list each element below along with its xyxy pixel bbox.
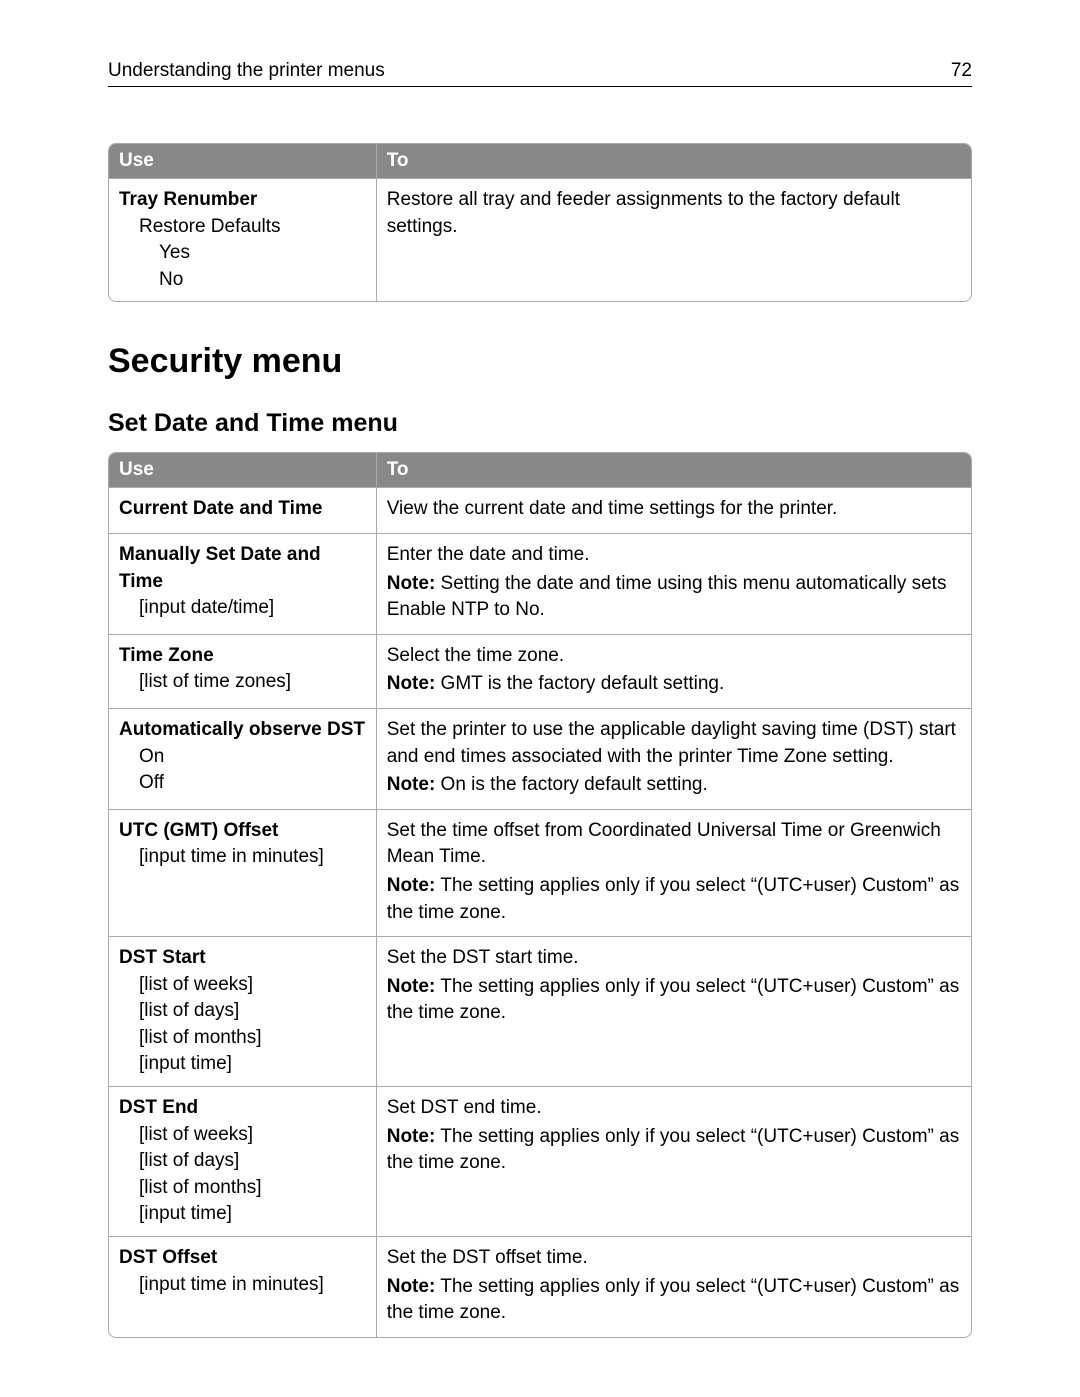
table-row: DST Start [list of weeks] [list of days]… [109, 937, 971, 1087]
menu-item-sub: [input time] [119, 1051, 366, 1078]
note-text: Note: Setting the date and time using th… [387, 571, 961, 624]
menu-item-sub: [input time in minutes] [119, 1272, 366, 1299]
table-row: UTC (GMT) Offset [input time in minutes]… [109, 809, 971, 936]
note-text: Note: GMT is the factory default setting… [387, 671, 961, 698]
description-text: View the current date and time settings … [387, 496, 961, 523]
description-text: Set the DST start time. [387, 945, 961, 972]
note-body: The setting applies only if you select “… [387, 875, 960, 923]
menu-item-sub: [list of months] [119, 1025, 366, 1052]
note-text: Note: On is the factory default setting. [387, 772, 961, 799]
description-text: Set the printer to use the applicable da… [387, 717, 961, 770]
to-cell: Set the DST start time. Note: The settin… [376, 937, 971, 1087]
table-row: DST End [list of weeks] [list of days] [… [109, 1087, 971, 1237]
use-cell: Manually Set Date and Time [input date/t… [109, 533, 376, 634]
use-cell: Current Date and Time [109, 488, 376, 534]
description-text: Set DST end time. [387, 1095, 961, 1122]
menu-item-sub: [input time] [119, 1201, 366, 1228]
note-label: Note: [387, 875, 436, 896]
note-label: Note: [387, 573, 436, 594]
table-row: Manually Set Date and Time [input date/t… [109, 533, 971, 634]
use-cell: DST Offset [input time in minutes] [109, 1237, 376, 1337]
menu-item-sub: [list of days] [119, 998, 366, 1025]
note-text: Note: The setting applies only if you se… [387, 1124, 961, 1177]
to-cell: Set the DST offset time. Note: The setti… [376, 1237, 971, 1337]
menu-item-title: Manually Set Date and Time [119, 542, 366, 595]
menu-item-title: DST End [119, 1095, 366, 1122]
tray-renumber-table: Use To Tray Renumber Restore Defaults Ye… [108, 143, 972, 302]
note-text: Note: The setting applies only if you se… [387, 873, 961, 926]
note-body: The setting applies only if you select “… [387, 1276, 960, 1324]
note-label: Note: [387, 976, 436, 997]
header-title: Understanding the printer menus [108, 60, 385, 82]
table-row: Current Date and Time View the current d… [109, 488, 971, 534]
menu-item-sub: [input time in minutes] [119, 844, 366, 871]
table-row: Time Zone [list of time zones] Select th… [109, 634, 971, 708]
note-body: GMT is the factory default setting. [435, 673, 724, 694]
menu-item-option: On [119, 744, 366, 771]
note-label: Note: [387, 1276, 436, 1297]
col-to-header: To [376, 144, 971, 179]
to-cell: View the current date and time settings … [376, 488, 971, 534]
menu-item-sub: [list of days] [119, 1148, 366, 1175]
to-cell: Restore all tray and feeder assignments … [376, 179, 971, 302]
menu-item-title: Time Zone [119, 643, 366, 670]
menu-item-sub: [list of months] [119, 1175, 366, 1202]
to-cell: Select the time zone. Note: GMT is the f… [376, 634, 971, 708]
menu-item-title: Automatically observe DST [119, 717, 366, 744]
use-cell: Tray Renumber Restore Defaults Yes No [109, 179, 376, 302]
use-cell: UTC (GMT) Offset [input time in minutes] [109, 809, 376, 936]
set-date-time-heading: Set Date and Time menu [108, 409, 972, 438]
date-time-table: Use To Current Date and Time View the cu… [108, 452, 972, 1337]
note-label: Note: [387, 673, 436, 694]
menu-item-option: No [119, 267, 366, 294]
table-row: Tray Renumber Restore Defaults Yes No Re… [109, 179, 971, 302]
description-text: Select the time zone. [387, 643, 961, 670]
menu-item-title: Tray Renumber [119, 187, 366, 214]
note-label: Note: [387, 774, 436, 795]
description-text: Enter the date and time. [387, 542, 961, 569]
col-use-header: Use [109, 144, 376, 179]
col-to-header: To [376, 453, 971, 488]
use-cell: Time Zone [list of time zones] [109, 634, 376, 708]
menu-item-sub: [list of time zones] [119, 669, 366, 696]
menu-item-option: Yes [119, 240, 366, 267]
security-menu-heading: Security menu [108, 342, 972, 381]
menu-item-title: Current Date and Time [119, 496, 366, 523]
note-text: Note: The setting applies only if you se… [387, 1274, 961, 1327]
note-text: Note: The setting applies only if you se… [387, 974, 961, 1027]
use-cell: DST Start [list of weeks] [list of days]… [109, 937, 376, 1087]
description-text: Restore all tray and feeder assignments … [387, 187, 961, 240]
col-use-header: Use [109, 453, 376, 488]
note-body: The setting applies only if you select “… [387, 976, 960, 1024]
menu-item-title: DST Offset [119, 1245, 366, 1272]
use-cell: DST End [list of weeks] [list of days] [… [109, 1087, 376, 1237]
description-text: Set the time offset from Coordinated Uni… [387, 818, 961, 871]
menu-item-title: DST Start [119, 945, 366, 972]
note-body: Setting the date and time using this men… [387, 573, 947, 621]
menu-item-sub: Restore Defaults [119, 214, 366, 241]
table-row: DST Offset [input time in minutes] Set t… [109, 1237, 971, 1337]
page-number: 72 [951, 60, 972, 82]
to-cell: Set the printer to use the applicable da… [376, 708, 971, 809]
use-cell: Automatically observe DST On Off [109, 708, 376, 809]
menu-item-title: UTC (GMT) Offset [119, 818, 366, 845]
to-cell: Set DST end time. Note: The setting appl… [376, 1087, 971, 1237]
menu-item-sub: [list of weeks] [119, 972, 366, 999]
note-body: The setting applies only if you select “… [387, 1126, 960, 1174]
note-label: Note: [387, 1126, 436, 1147]
description-text: Set the DST offset time. [387, 1245, 961, 1272]
menu-item-sub: [input date/time] [119, 595, 366, 622]
to-cell: Enter the date and time. Note: Setting t… [376, 533, 971, 634]
menu-item-option: Off [119, 770, 366, 797]
menu-item-sub: [list of weeks] [119, 1122, 366, 1149]
to-cell: Set the time offset from Coordinated Uni… [376, 809, 971, 936]
table-row: Automatically observe DST On Off Set the… [109, 708, 971, 809]
note-body: On is the factory default setting. [435, 774, 707, 795]
page-header: Understanding the printer menus 72 [108, 60, 972, 87]
